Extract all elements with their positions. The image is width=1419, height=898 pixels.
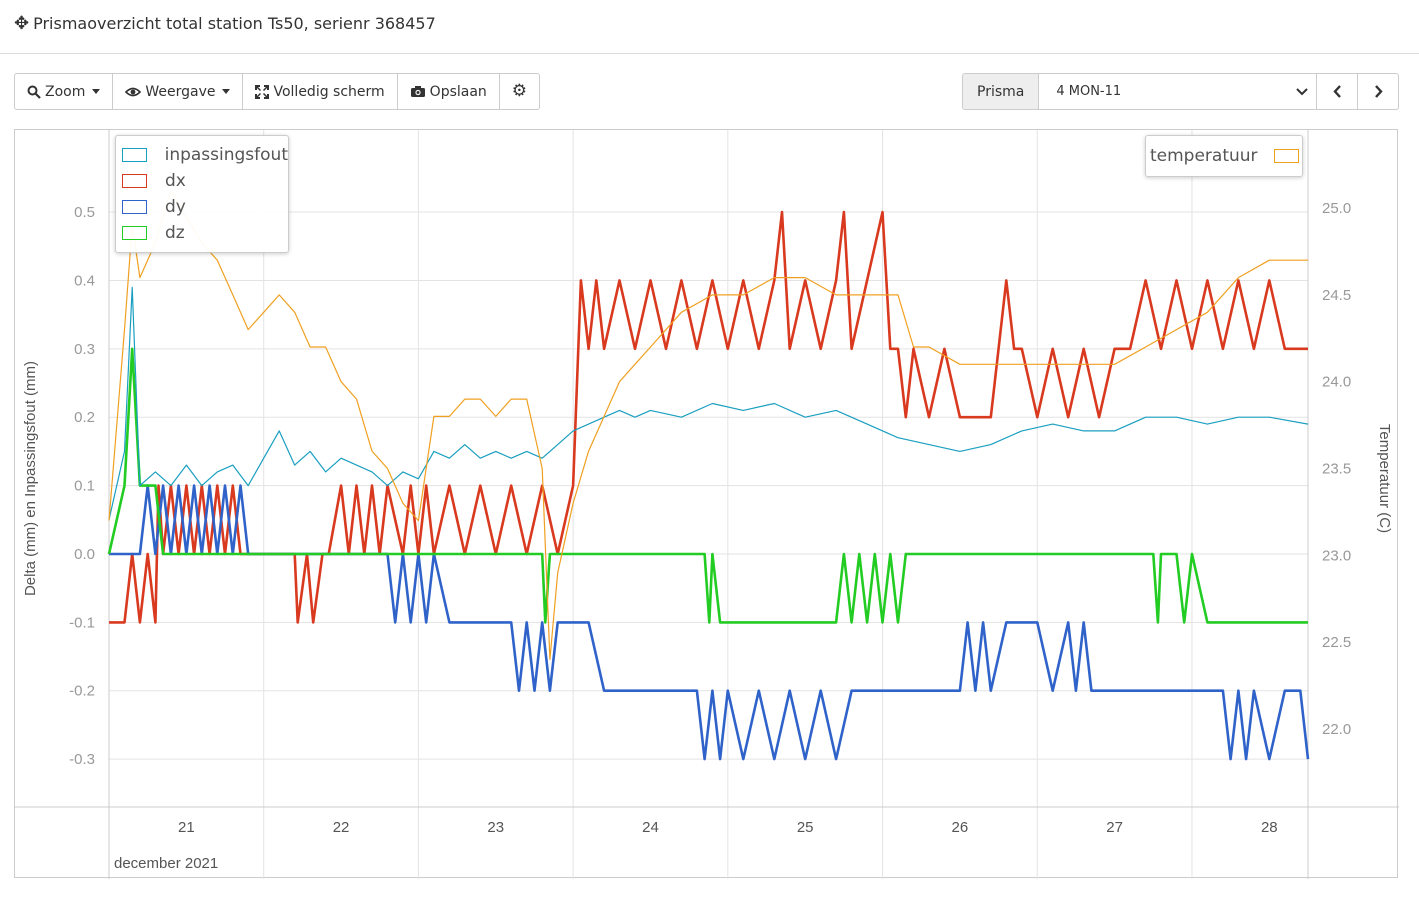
- legend-item-temperatuur[interactable]: temperatuur: [1146, 143, 1299, 169]
- prisma-select[interactable]: 4 MON-11: [1039, 73, 1318, 110]
- x-axis-label: december 2021: [114, 855, 218, 872]
- legend-item-dz[interactable]: dz: [116, 220, 288, 246]
- fullscreen-icon: [255, 84, 270, 99]
- series-line-inpassingsfout[interactable]: [108, 286, 1309, 520]
- legend-swatch: [122, 148, 147, 162]
- y-tick-label: 0.3: [74, 341, 95, 358]
- x-tick-label: 27: [1106, 819, 1123, 836]
- header-divider: [0, 53, 1419, 54]
- legend-swatch: [122, 200, 147, 214]
- y2-tick-label: 23.0: [1322, 547, 1351, 564]
- y-tick-label: 0.4: [74, 272, 95, 289]
- prisma-selector: Prisma 4 MON-11: [962, 73, 1400, 110]
- y-axis-label: Delta (mm) en Inpassingsfout (mm): [22, 361, 39, 596]
- fullscreen-button[interactable]: Volledig scherm: [243, 73, 398, 110]
- caret-down-icon: [222, 89, 231, 94]
- legend-swatch: [122, 174, 147, 188]
- legend-label: inpassingsfout: [164, 145, 288, 165]
- chevron-down-icon: [1296, 87, 1309, 95]
- previous-prisma-button[interactable]: [1317, 73, 1359, 110]
- prisma-selected-value: 4 MON-11: [1056, 84, 1122, 99]
- legend-swatch: [122, 226, 147, 240]
- legend-right: temperatuur: [1145, 135, 1303, 177]
- y-tick-label: 0.1: [74, 478, 95, 495]
- y2-tick-label: 22.0: [1322, 721, 1351, 738]
- caret-down-icon: [92, 89, 101, 94]
- y2-axis-label: Temperatuur (C): [1376, 424, 1393, 533]
- y-tick-label: -0.3: [69, 751, 95, 768]
- legend-item-dy[interactable]: dy: [116, 194, 288, 220]
- x-tick-label: 25: [797, 819, 814, 836]
- page-title: ✥ Prismaoverzicht total station Ts50, se…: [14, 14, 436, 33]
- chevron-right-icon: [1374, 85, 1383, 98]
- zoom-button[interactable]: Zoom: [14, 73, 114, 110]
- legend-label: dx: [165, 171, 186, 191]
- save-button[interactable]: Opslaan: [397, 73, 500, 110]
- crosshair-move-icon: ✥: [14, 12, 30, 34]
- weergave-label: Weergave: [145, 83, 216, 100]
- page-title-text: Prismaoverzicht total station Ts50, seri…: [33, 14, 436, 33]
- chart-panel: 0.5 0.4 0.3 0.2 0.1 0.0 -0.1 -0.2 -0.3 25.0 24.5 24…: [14, 129, 1399, 879]
- y2-tick-label: 22.5: [1322, 634, 1351, 651]
- series-line-temperatuur[interactable]: [108, 190, 1308, 661]
- y-tick-label: 0.2: [74, 409, 95, 426]
- search-icon: [27, 85, 41, 99]
- legend-label: dy: [165, 197, 186, 217]
- y-tick-label: -0.1: [69, 614, 95, 631]
- zoom-label: Zoom: [45, 83, 86, 100]
- series-line-dz[interactable]: [107, 347, 1308, 624]
- eye-icon: [125, 87, 142, 96]
- settings-button[interactable]: ⚙: [499, 73, 541, 110]
- legend-swatch: [1273, 149, 1299, 163]
- x-tick-label: 28: [1261, 819, 1278, 836]
- fullscreen-label: Volledig scherm: [273, 83, 385, 100]
- legend-item-dx[interactable]: dx: [116, 168, 288, 194]
- x-tick-label: 23: [487, 819, 504, 836]
- next-prisma-button[interactable]: [1358, 73, 1400, 110]
- x-tick-label: 26: [952, 819, 969, 836]
- legend-label: temperatuur: [1150, 146, 1258, 166]
- y-tick-label: 0.0: [74, 546, 95, 563]
- prisma-label: Prisma: [962, 73, 1040, 110]
- chart-svg[interactable]: 0.5 0.4 0.3 0.2 0.1 0.0 -0.1 -0.2 -0.3 25.0 24.5 24…: [15, 130, 1399, 879]
- chevron-left-icon: [1333, 85, 1341, 98]
- legend-label: dz: [165, 223, 185, 243]
- camera-icon: [410, 86, 425, 97]
- y2-tick-label: 24.0: [1322, 374, 1351, 391]
- chart-toolbar: Zoom Weergave Volledig scherm Opslaan ⚙: [14, 73, 541, 110]
- x-tick-label: 24: [642, 819, 659, 836]
- y2-tick-label: 24.5: [1322, 287, 1351, 304]
- y-tick-label: -0.2: [69, 683, 95, 700]
- y2-tick-label: 25.0: [1322, 200, 1351, 217]
- legend-left: inpassingsfout dx dy dz: [115, 135, 289, 253]
- weergave-button[interactable]: Weergave: [113, 73, 244, 110]
- y2-tick-label: 23.5: [1322, 461, 1351, 478]
- legend-item-inpassingsfout[interactable]: inpassingsfout: [116, 142, 288, 168]
- save-label: Opslaan: [429, 83, 487, 100]
- x-tick-label: 21: [178, 819, 195, 836]
- y-tick-label: 0.5: [74, 204, 95, 221]
- gear-icon: ⚙: [511, 81, 528, 101]
- series-line-dy[interactable]: [109, 484, 1310, 761]
- x-tick-label: 22: [333, 819, 350, 836]
